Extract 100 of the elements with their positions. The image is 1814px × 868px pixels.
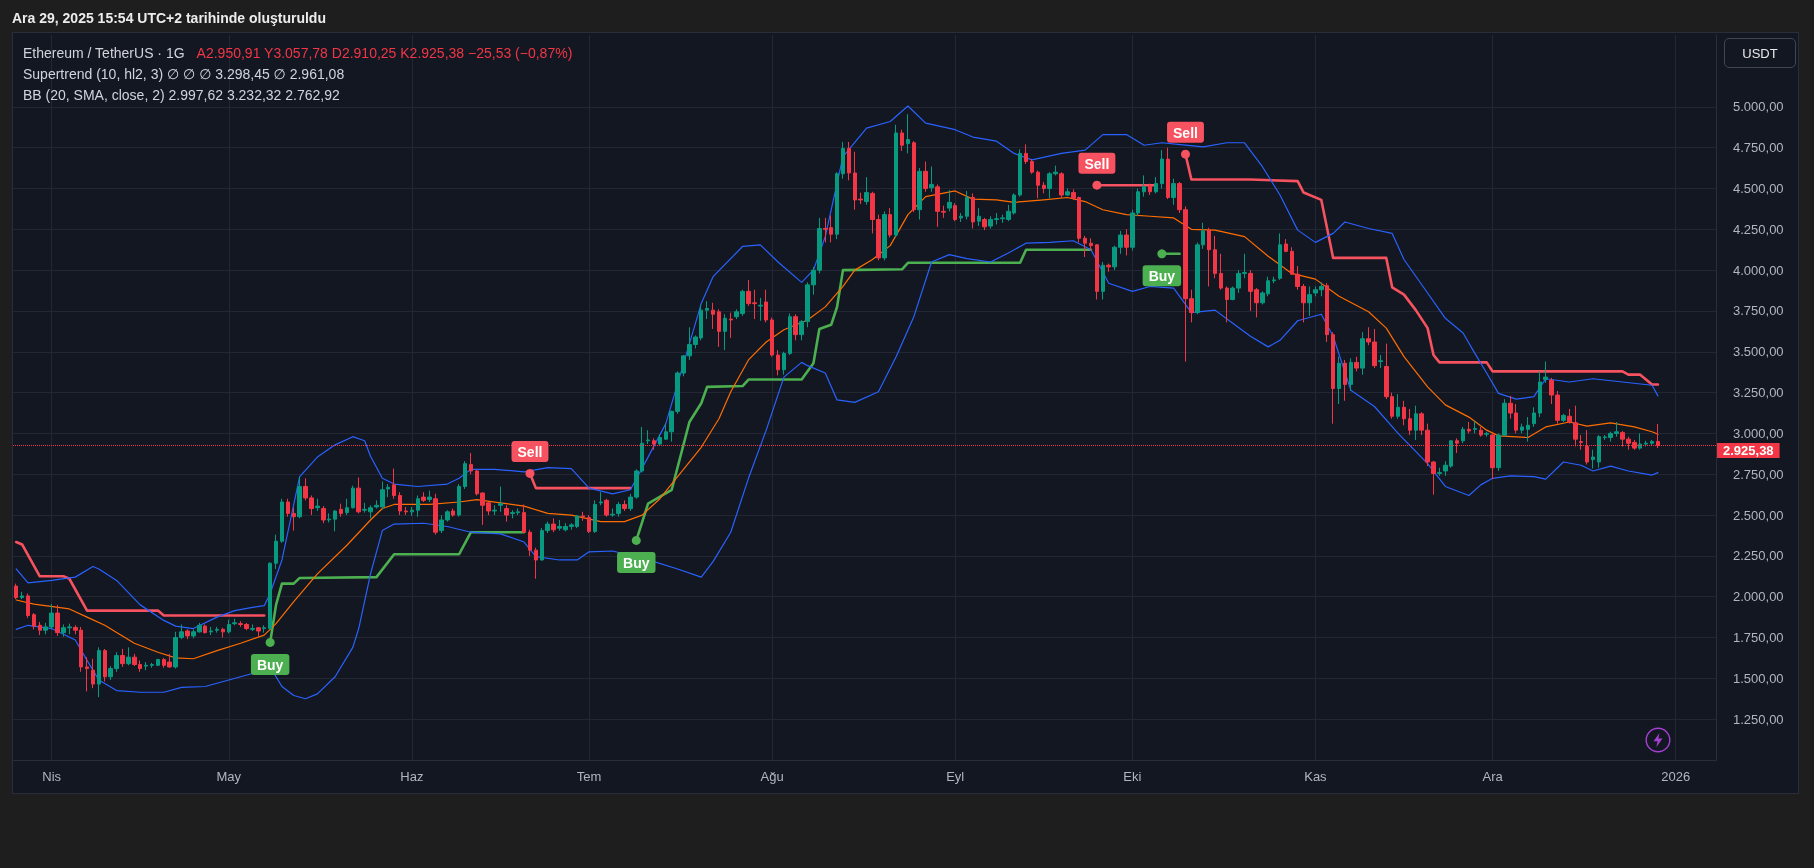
candlestick (1520, 423, 1524, 434)
candlestick (1538, 370, 1542, 418)
candlestick (398, 491, 402, 516)
candlestick (451, 508, 455, 518)
candlestick (758, 297, 763, 322)
candlestick (1484, 431, 1489, 438)
candlestick (1036, 170, 1040, 199)
candlestick (977, 207, 981, 227)
candlestick (1278, 232, 1282, 281)
candlestick (1597, 434, 1601, 469)
candlestick (227, 619, 231, 634)
candlestick (1331, 331, 1335, 425)
candlestick (894, 124, 898, 238)
candlestick (888, 207, 892, 238)
candlestick (776, 349, 780, 376)
candlestick (971, 192, 975, 229)
candlestick (156, 658, 160, 667)
annotation: Sell (1084, 155, 1110, 172)
annotation: Sell (517, 443, 543, 460)
candlestick (864, 176, 869, 206)
y-tick-label: 5.000,00 (1733, 99, 1784, 115)
text: Ethereum / TetherUS · 1G (23, 45, 185, 61)
candlestick (97, 646, 101, 698)
candlestick (286, 498, 290, 518)
annotation: A2.950,91 Y3.057,78 D2.910,25 K2.925,38 −25,53 (−0,87%) (196, 45, 573, 61)
candlestick (1095, 243, 1099, 301)
candlestick (404, 506, 408, 516)
candlestick (1402, 400, 1406, 426)
y-tick-label: 4.000,00 (1733, 262, 1784, 278)
candlestick (144, 661, 148, 671)
candlestick (1307, 285, 1312, 317)
candlestick (321, 505, 326, 524)
candlestick (982, 217, 987, 231)
candlestick (1024, 143, 1028, 165)
candlestick (847, 141, 851, 181)
candlestick (1479, 426, 1483, 438)
candlestick (292, 507, 296, 532)
annotation: BB (20, SMA, close, 2) 2.997,62 3.232,32 2.762,92 (23, 86, 341, 105)
y-tick-label: 2.750,00 (1733, 466, 1784, 482)
point (1092, 180, 1102, 190)
candlestick (1467, 421, 1471, 434)
candlestick (421, 491, 426, 503)
x-tick-label: Haz (400, 769, 424, 784)
x-tick-label: Tem (576, 769, 602, 784)
candlestick (315, 498, 320, 512)
candlestick (280, 498, 284, 544)
candlestick (1065, 187, 1070, 197)
candlestick (841, 141, 845, 180)
candlestick (929, 165, 934, 193)
line-series (15, 240, 1659, 700)
candlestick (1461, 426, 1465, 444)
point (525, 468, 535, 478)
candlestick (1042, 181, 1046, 194)
candlestick (1284, 238, 1288, 253)
candlestick (534, 547, 538, 580)
candlestick (126, 646, 131, 666)
x-tick-label: Ara (1482, 769, 1504, 784)
candlestick (463, 460, 467, 490)
candlestick (1219, 253, 1223, 291)
candlestick (1349, 357, 1353, 392)
candlestick (345, 498, 349, 516)
candlestick (185, 628, 190, 640)
candlestick (427, 490, 432, 503)
candlestick (250, 623, 255, 632)
candlestick (1414, 405, 1418, 441)
candlestick (504, 504, 509, 523)
candlestick (646, 429, 650, 445)
candlestick (1106, 263, 1111, 273)
candlestick (1030, 158, 1034, 175)
x-tick-label: Ağu (760, 769, 784, 784)
candlestick (711, 302, 715, 330)
candlestick (1360, 331, 1365, 376)
annotation: Buy (623, 554, 650, 571)
candlestick (268, 561, 272, 630)
candlestick (1171, 178, 1176, 206)
y-tick-label: 1.250,00 (1733, 711, 1784, 727)
y-tick-label: 3.250,00 (1733, 385, 1784, 401)
annotation: Supertrend (10, hl2, 3) ∅ ∅ ∅ 3.298,45 ∅ 2.961,08 (23, 65, 346, 84)
candlestick (587, 514, 591, 534)
ref-line-label: 2.925,38 (1723, 443, 1774, 459)
candlestick (622, 499, 627, 512)
candlestick (1408, 408, 1412, 436)
y-tick-label: 4.500,00 (1733, 180, 1784, 196)
point (265, 637, 275, 647)
candlestick (1325, 282, 1329, 343)
candlestick (457, 483, 461, 518)
candlestick (1083, 235, 1087, 258)
candlestick (953, 202, 957, 222)
candlestick (26, 592, 30, 619)
x-tick-label: Eyl (946, 769, 965, 784)
y-tick-label: 3.500,00 (1733, 344, 1784, 360)
candlestick (1101, 261, 1105, 301)
candlestick (91, 658, 95, 689)
candlestick (1272, 276, 1276, 284)
candlestick (717, 308, 721, 348)
candlestick (959, 212, 963, 223)
candlestick (410, 506, 414, 517)
y-tick-label: 2.500,00 (1733, 507, 1784, 523)
annotation: Buy (1148, 268, 1176, 285)
candlestick (723, 313, 727, 351)
